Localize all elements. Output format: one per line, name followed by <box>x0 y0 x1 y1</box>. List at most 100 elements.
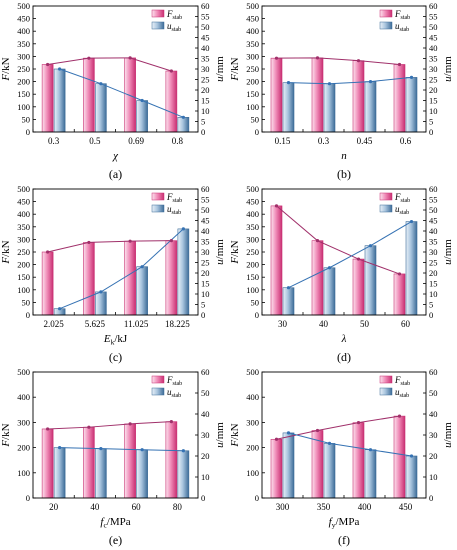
right-y-title-main: u <box>214 442 226 448</box>
right-y-tick-label: 5 <box>201 300 205 310</box>
right-y-tick-label: 30 <box>201 64 210 74</box>
bar-F <box>270 57 283 133</box>
point-u <box>286 431 291 435</box>
left-y-tick-label: 50 <box>251 114 260 124</box>
right-y-tick-label: 5 <box>429 117 433 127</box>
bar-u <box>177 117 190 133</box>
x-title-main: n <box>341 150 347 162</box>
x-tick-label: 0.3 <box>48 136 60 146</box>
point-F <box>169 420 173 424</box>
left-y-tick-label: 100 <box>17 102 30 112</box>
bar-u <box>323 83 336 133</box>
point-F <box>315 239 320 243</box>
legend-swatch-F <box>379 192 393 201</box>
plot-frame <box>261 188 427 316</box>
series-line-u <box>59 447 184 452</box>
series-line-u <box>288 76 412 85</box>
right-y-tick-label: 30 <box>201 247 210 257</box>
point-F <box>128 239 132 243</box>
left-y-tick-label: 350 <box>17 39 30 49</box>
point-F <box>397 414 402 418</box>
legend-u-main: u <box>395 204 400 214</box>
x-tick-label: 0.15 <box>275 136 291 146</box>
x-title-unit: /kJ <box>114 333 128 345</box>
chart-panel-f: 0 100 200 300 400 500 0 10 20 30 40 50 60 300 350 400 45… <box>229 367 454 547</box>
right-y-tick-label: 10 <box>429 289 438 299</box>
right-y-tick-label: 0 <box>201 127 205 137</box>
legend-label-F: Fstab <box>394 192 410 204</box>
point-u <box>409 75 414 79</box>
left-y-tick-label: 450 <box>246 14 259 24</box>
point-u <box>181 449 185 453</box>
point-u <box>409 219 414 224</box>
legend-u-sub: stab <box>400 27 410 33</box>
left-y-tick-label: 200 <box>246 260 259 270</box>
legend-label-u: ustab <box>395 387 409 399</box>
bar-F <box>41 64 54 133</box>
right-y-tick-label: 20 <box>429 268 438 278</box>
left-y-axis-title: F/kN <box>0 423 12 447</box>
right-y-title-main: u <box>214 76 226 82</box>
right-y-tick-label: 50 <box>429 22 438 32</box>
x-axis-title: fc/MPa <box>100 516 130 530</box>
x-title-sub: c <box>103 521 107 530</box>
panel-label: (b) <box>337 167 351 181</box>
point-u <box>140 98 144 103</box>
right-y-axis-title: u/mm <box>214 56 226 82</box>
right-y-tick-label: 25 <box>201 258 210 268</box>
legend-F-main: F <box>166 375 173 385</box>
legend-swatch-u <box>151 387 165 396</box>
bar-F <box>83 242 95 316</box>
right-y-tick-label: 60 <box>201 184 210 194</box>
x-tick-label: 0.69 <box>128 136 144 146</box>
left-y-tick-label: 400 <box>246 392 259 402</box>
x-title-unit: /MPa <box>335 516 359 528</box>
right-y-tick-label: 50 <box>429 388 438 398</box>
x-tick-label: 300 <box>276 502 290 512</box>
left-y-tick-label: 250 <box>17 64 30 74</box>
right-y-tick-label: 10 <box>201 106 210 116</box>
right-y-tick-label: 0 <box>201 493 205 503</box>
left-y-tick-label: 400 <box>246 209 259 219</box>
x-tick-label: 60 <box>401 319 411 329</box>
right-y-tick-label: 0 <box>429 127 433 137</box>
right-y-tick-label: 35 <box>201 237 210 247</box>
bar-F <box>270 205 283 316</box>
right-y-tick-label: 25 <box>201 75 210 85</box>
point-u <box>99 82 103 86</box>
left-y-tick-label: 250 <box>246 64 259 74</box>
plot-frame <box>32 188 199 316</box>
left-y-tick-label: 500 <box>17 367 30 377</box>
x-tick-label: 50 <box>360 319 370 329</box>
left-y-tick-label: 50 <box>22 297 31 307</box>
left-y-tick-label: 50 <box>251 297 260 307</box>
left-y-title-main: F <box>0 440 12 448</box>
plot-frame <box>32 5 199 133</box>
legend-F-main: F <box>166 9 173 19</box>
point-u <box>58 307 62 311</box>
bar-F <box>393 415 406 499</box>
left-y-tick-label: 400 <box>17 392 30 402</box>
right-y-tick-label: 55 <box>201 12 210 22</box>
right-y-axis-title: u/mm <box>214 422 226 448</box>
x-title-main: f <box>100 516 105 528</box>
panel-label: (c) <box>109 350 122 364</box>
point-F <box>46 427 50 431</box>
x-tick-label: 0.3 <box>318 136 330 146</box>
x-tick-label: 30 <box>278 319 288 329</box>
point-F <box>315 56 320 60</box>
bar-F <box>165 240 178 316</box>
right-y-tick-label: 20 <box>201 85 210 95</box>
x-tick-label: 40 <box>90 502 100 512</box>
legend-swatch-u <box>379 204 393 213</box>
bar-u <box>95 291 107 316</box>
point-F <box>128 56 132 60</box>
bar-u <box>364 245 377 316</box>
x-tick-label: 450 <box>399 502 413 512</box>
left-y-tick-label: 100 <box>246 285 259 295</box>
right-y-tick-label: 30 <box>429 64 438 74</box>
left-y-axis-title: F/kN <box>0 240 12 264</box>
left-y-tick-label: 300 <box>17 234 30 244</box>
point-F <box>87 56 91 60</box>
bar-u <box>405 455 418 499</box>
